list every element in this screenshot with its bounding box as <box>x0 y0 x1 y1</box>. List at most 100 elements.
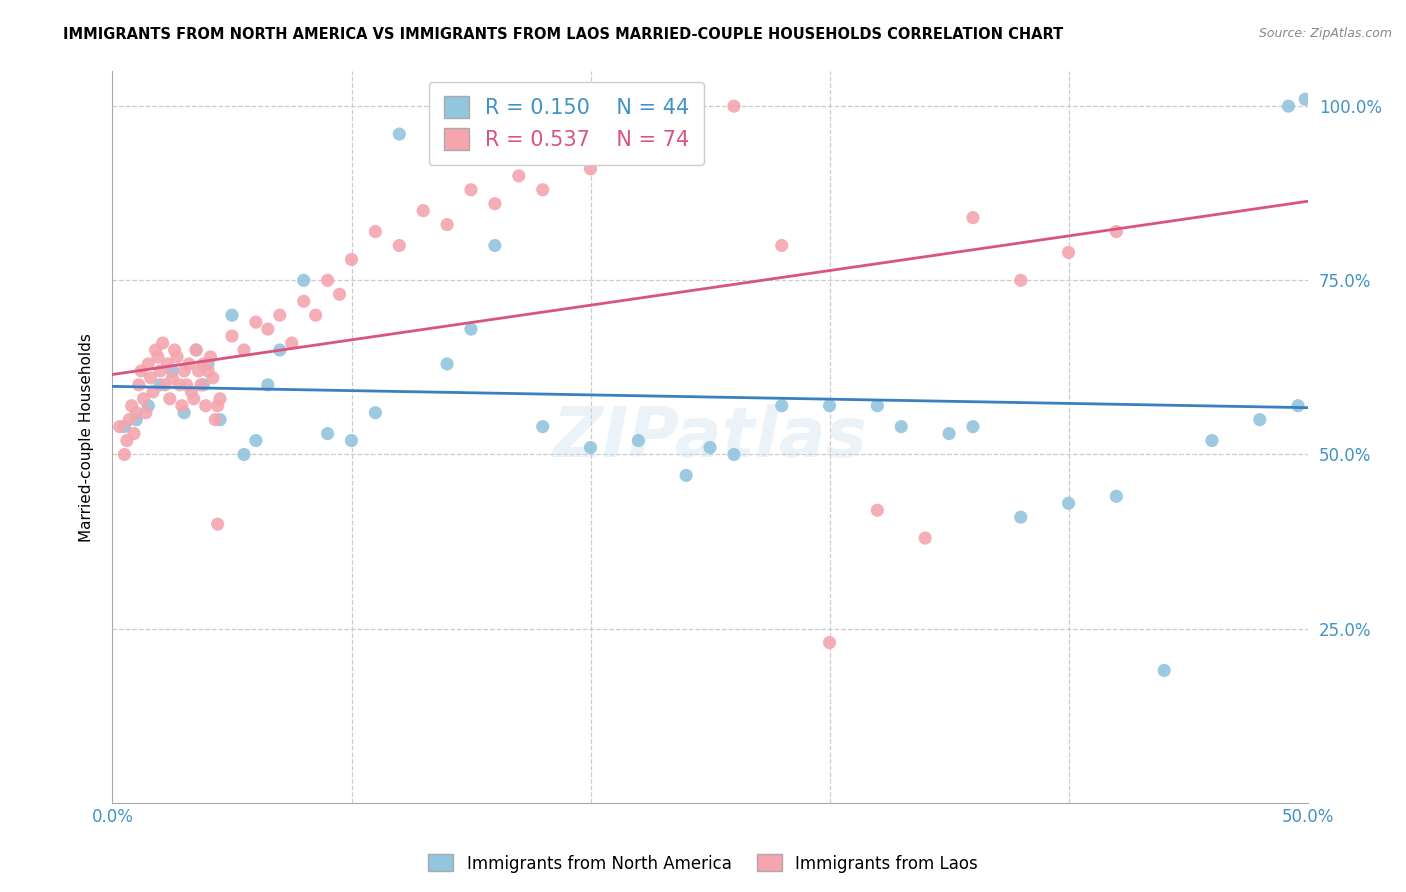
Point <box>132 392 155 406</box>
Y-axis label: Married-couple Households: Married-couple Households <box>79 333 94 541</box>
Point <box>193 377 215 392</box>
Point <box>142 384 165 399</box>
Point <box>221 329 243 343</box>
Point <box>484 238 506 252</box>
Point <box>194 399 217 413</box>
Point <box>723 448 745 462</box>
Point <box>207 399 229 413</box>
Point <box>187 364 209 378</box>
Point <box>121 399 143 413</box>
Point <box>938 426 960 441</box>
Point <box>508 169 530 183</box>
Point <box>186 343 208 357</box>
Point <box>890 419 912 434</box>
Point <box>818 635 841 649</box>
Point <box>145 343 167 357</box>
Point <box>340 434 363 448</box>
Point <box>197 364 219 378</box>
Point <box>122 426 145 441</box>
Point <box>118 412 141 426</box>
Point <box>138 399 160 413</box>
Point <box>177 357 200 371</box>
Point <box>316 426 339 441</box>
Point <box>149 364 172 378</box>
Point <box>233 343 256 357</box>
Point <box>169 377 191 392</box>
Point <box>627 434 650 448</box>
Point <box>388 238 411 252</box>
Point <box>163 343 186 357</box>
Point <box>329 287 352 301</box>
Point <box>153 377 176 392</box>
Point <box>245 315 267 329</box>
Point <box>1105 489 1128 503</box>
Point <box>531 419 554 434</box>
Point <box>292 294 315 309</box>
Point <box>1286 399 1309 413</box>
Point <box>316 273 339 287</box>
Point <box>146 350 169 364</box>
Point <box>1294 92 1316 106</box>
Point <box>412 203 434 218</box>
Point <box>186 343 208 357</box>
Point <box>190 377 212 392</box>
Point <box>866 503 889 517</box>
Point <box>159 392 181 406</box>
Point <box>1105 225 1128 239</box>
Point <box>209 412 232 426</box>
Point <box>281 336 304 351</box>
Point <box>108 419 131 434</box>
Point <box>200 350 222 364</box>
Point <box>675 127 697 141</box>
Point <box>579 441 602 455</box>
Point <box>340 252 363 267</box>
Point <box>201 371 224 385</box>
Point <box>139 371 162 385</box>
Point <box>388 127 411 141</box>
Point <box>138 357 160 371</box>
Point <box>257 322 280 336</box>
Point <box>129 364 152 378</box>
Point <box>364 406 387 420</box>
Point <box>207 517 229 532</box>
Point <box>1277 99 1299 113</box>
Point <box>1057 245 1080 260</box>
Point <box>115 434 138 448</box>
Point <box>152 336 174 351</box>
Point <box>233 448 256 462</box>
Point <box>866 399 889 413</box>
Point <box>1249 412 1271 426</box>
Point <box>170 399 193 413</box>
Point <box>962 419 984 434</box>
Point <box>305 308 328 322</box>
Legend: Immigrants from North America, Immigrants from Laos: Immigrants from North America, Immigrant… <box>422 847 984 880</box>
Point <box>699 441 721 455</box>
Point <box>770 399 793 413</box>
Point <box>197 357 219 371</box>
Point <box>723 99 745 113</box>
Point <box>173 406 195 420</box>
Legend: R = 0.150    N = 44, R = 0.537    N = 74: R = 0.150 N = 44, R = 0.537 N = 74 <box>429 82 704 165</box>
Point <box>180 384 202 399</box>
Point <box>770 238 793 252</box>
Point <box>125 412 148 426</box>
Point <box>436 218 458 232</box>
Point <box>193 357 215 371</box>
Text: IMMIGRANTS FROM NORTH AMERICA VS IMMIGRANTS FROM LAOS MARRIED-COUPLE HOUSEHOLDS : IMMIGRANTS FROM NORTH AMERICA VS IMMIGRA… <box>63 27 1063 42</box>
Text: Source: ZipAtlas.com: Source: ZipAtlas.com <box>1258 27 1392 40</box>
Point <box>166 350 188 364</box>
Point <box>436 357 458 371</box>
Point <box>245 434 267 448</box>
Point <box>914 531 936 545</box>
Point <box>209 392 232 406</box>
Point <box>269 343 291 357</box>
Point <box>125 406 148 420</box>
Point <box>675 468 697 483</box>
Point <box>257 377 280 392</box>
Point <box>1010 273 1032 287</box>
Point <box>173 364 195 378</box>
Point <box>114 448 135 462</box>
Point <box>1153 664 1175 678</box>
Point <box>269 308 291 322</box>
Point <box>460 183 482 197</box>
